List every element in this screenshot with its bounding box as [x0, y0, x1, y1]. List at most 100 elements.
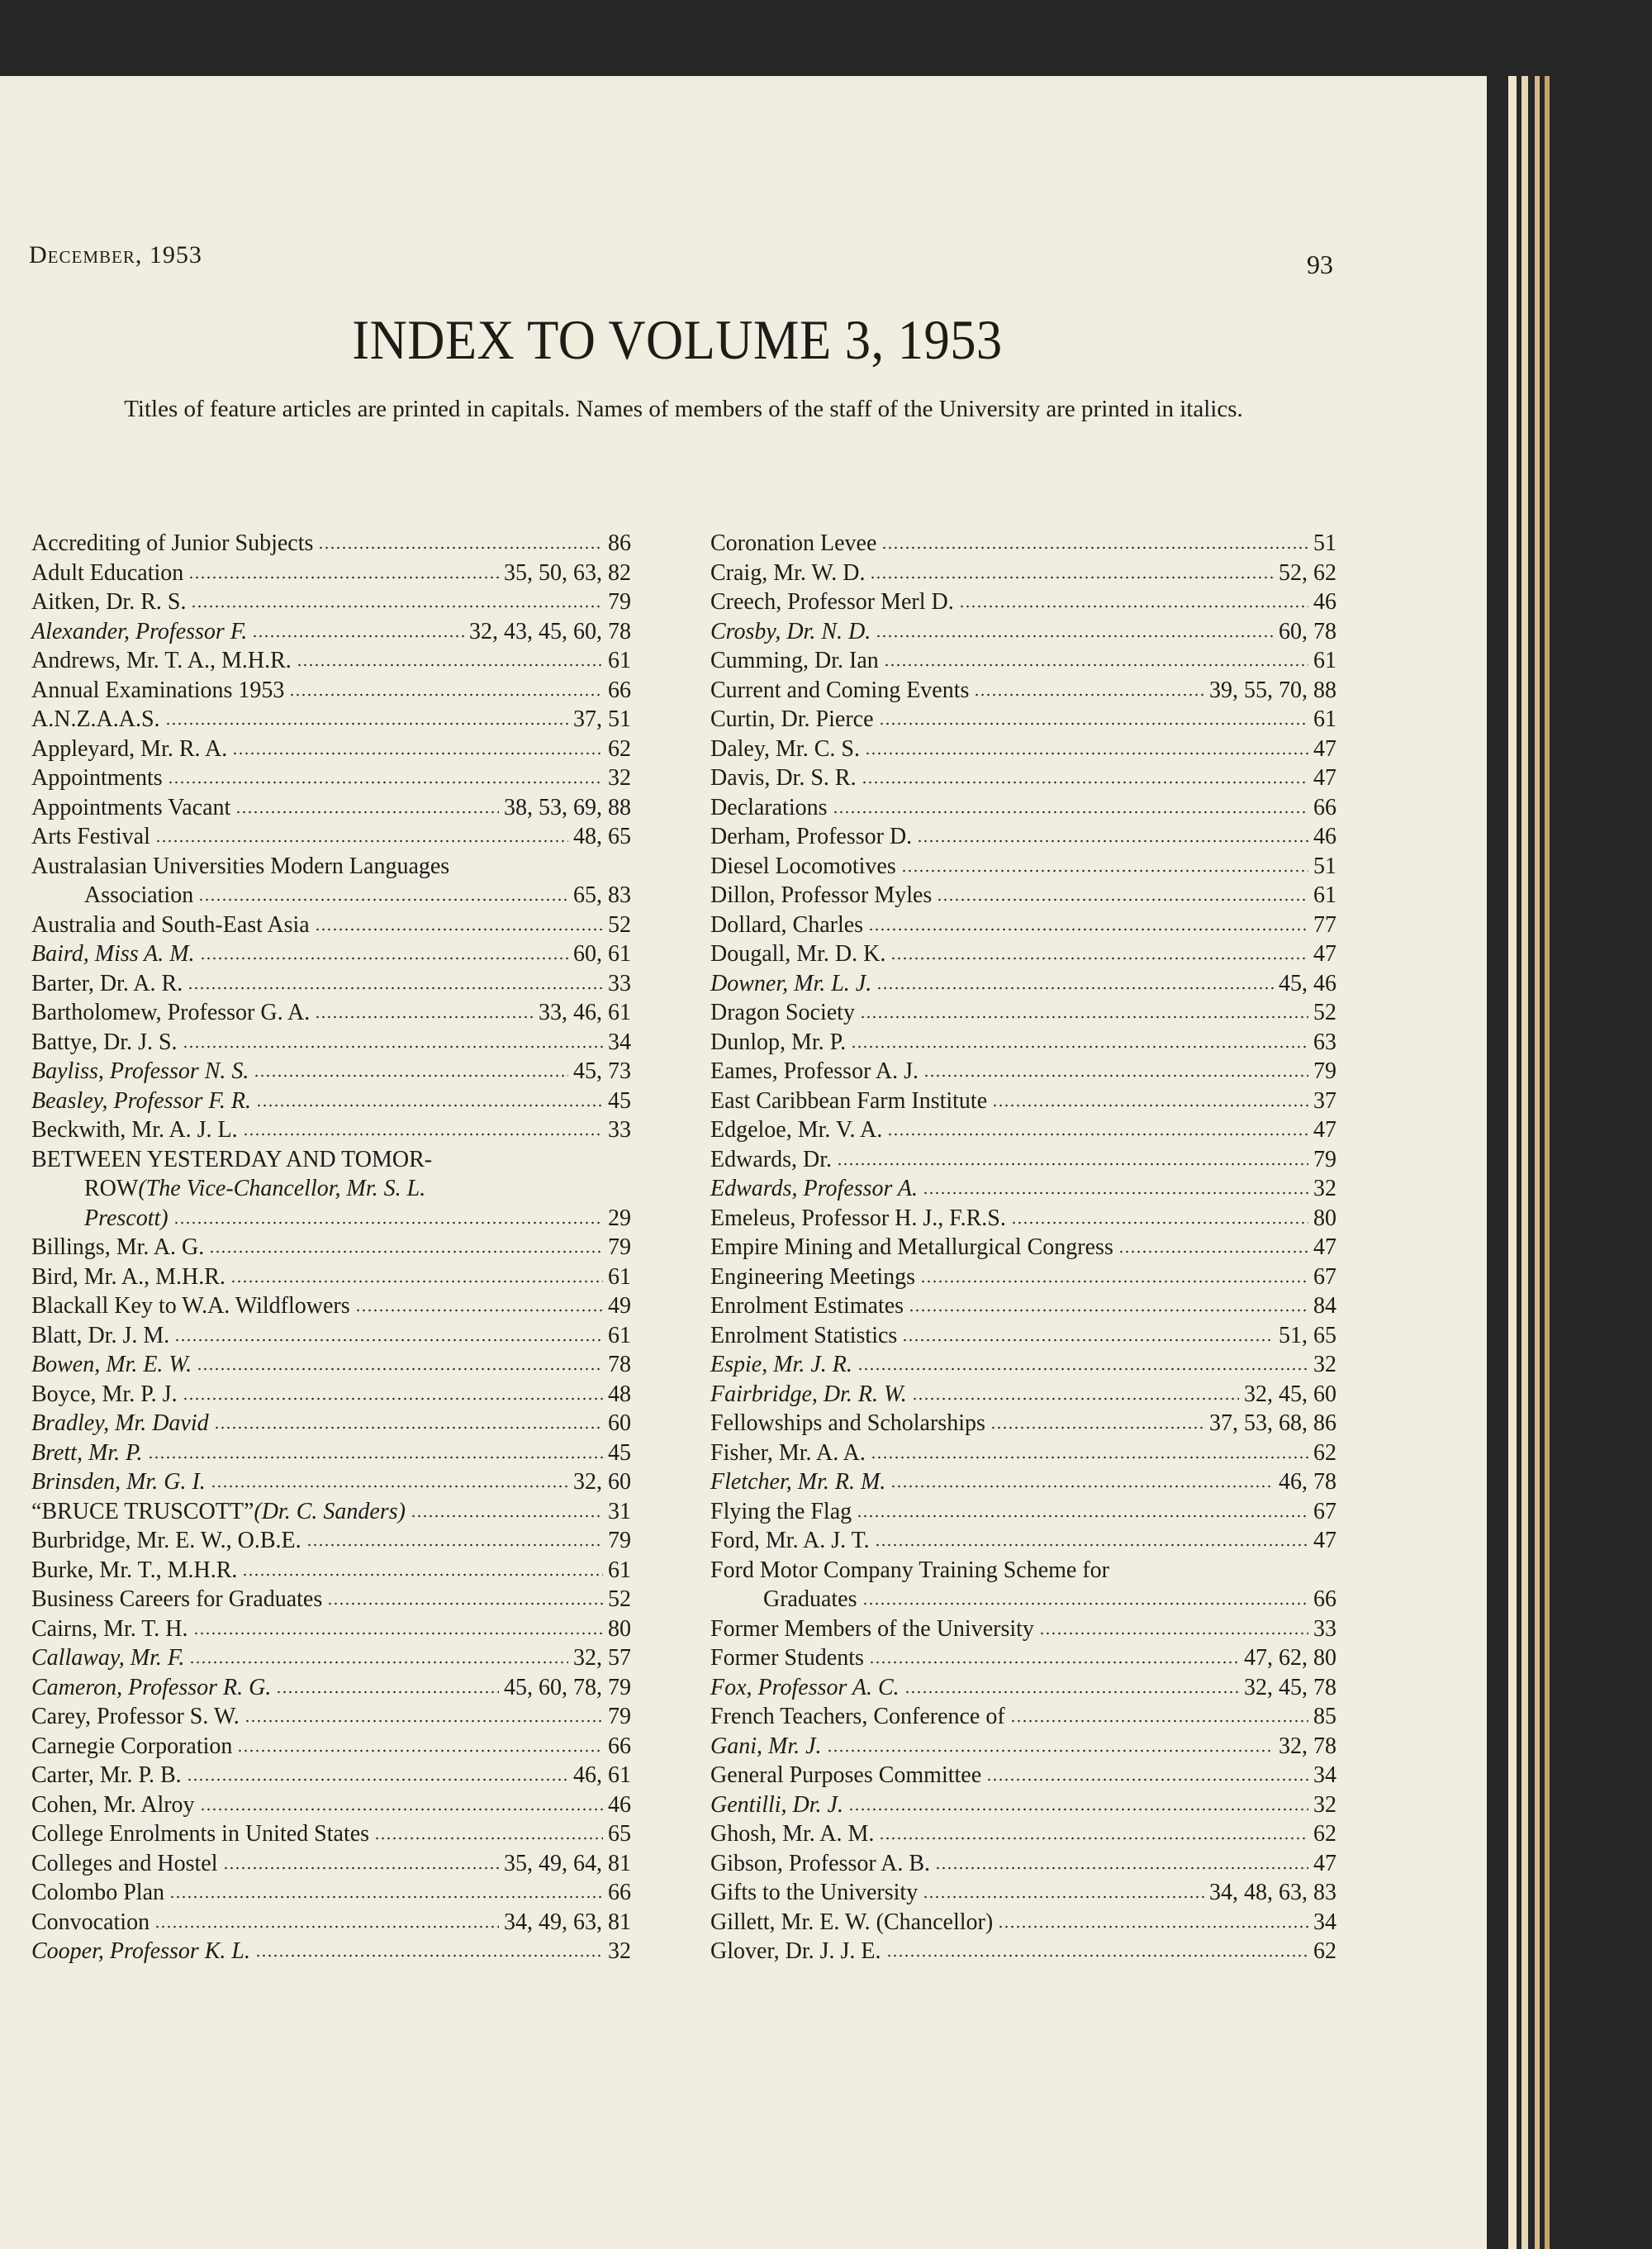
dot-leader [1038, 1627, 1308, 1636]
dot-leader [1009, 1715, 1308, 1724]
entry-text: Ghosh, Mr. A. M. [710, 1821, 875, 1847]
entry-text: Gifts to the University [710, 1880, 919, 1905]
dot-leader [990, 1422, 1204, 1430]
index-entry: Empire Mining and Metallurgical Congress… [710, 1233, 1336, 1262]
index-entry: Beasley, Professor F. R. 45 [31, 1086, 631, 1116]
dot-leader [885, 1950, 1308, 1958]
dot-leader [883, 659, 1308, 668]
index-entry: Derham, Professor D. 46 [710, 822, 1336, 852]
staff-name: Edwards, Professor A. [710, 1176, 918, 1201]
index-entry: Former Students 47, 62, 80 [710, 1643, 1336, 1673]
dot-leader [318, 542, 603, 550]
entry-text: Edgeloe, Mr. V. A. [710, 1117, 883, 1143]
dot-leader [861, 777, 1308, 785]
staff-name: Alexander, Professor F. [31, 618, 248, 644]
index-entry-line: Cumming, Dr. Ian 61 [710, 646, 1336, 676]
index-entry-line: Colombo Plan 66 [31, 1878, 631, 1908]
page-references: 67 [1313, 1263, 1336, 1290]
page-references: 46 [1313, 589, 1336, 615]
index-entry-line: East Caribbean Farm Institute 37 [710, 1086, 1336, 1116]
entry-text: Curtin, Dr. Pierce [710, 706, 874, 732]
entry-text: French Teachers, Conference of [710, 1704, 1005, 1729]
index-entry-line: Brinsden, Mr. G. I. 32, 60 [31, 1467, 631, 1497]
dot-leader [890, 1481, 1274, 1489]
index-entry: Annual Examinations 1953 66 [31, 676, 631, 706]
entry-text: Andrews, Mr. T. A., M.H.R. [31, 648, 292, 673]
page-references: 66 [1313, 794, 1336, 820]
page-references: 32 [1313, 1791, 1336, 1818]
entry-text: Edwards, Dr. [710, 1146, 832, 1172]
dot-leader [935, 1861, 1308, 1871]
page-references: 80 [608, 1615, 631, 1642]
page-references: 47 [1313, 765, 1336, 791]
index-entry: Carter, Mr. P. B. 46, 61 [31, 1761, 631, 1790]
staff-name: Bayliss, Professor N. S. [31, 1058, 249, 1084]
dot-leader [923, 1070, 1308, 1078]
index-entry: Burbridge, Mr. E. W., O.B.E. 79 [31, 1526, 631, 1556]
dot-leader [237, 1744, 603, 1753]
entry-text: Business Careers for Graduates [31, 1586, 323, 1612]
page-references: 60, 61 [573, 941, 631, 967]
index-entry: Blatt, Dr. J. M. 61 [31, 1321, 631, 1351]
entry-text: “BRUCE TRUSCOTT” [31, 1498, 254, 1524]
index-entry: Burke, Mr. T., M.H.R. 61 [31, 1556, 631, 1586]
index-entry-line: Fox, Professor A. C. 32, 45, 78 [710, 1673, 1336, 1703]
entry-text: Appleyard, Mr. R. A. [31, 735, 228, 762]
dot-leader [992, 1099, 1308, 1108]
page-references: 47 [1313, 1850, 1336, 1876]
dot-leader [255, 1950, 603, 1958]
index-entry-line: Appleyard, Mr. R. A. 62 [31, 735, 631, 764]
dot-leader [173, 1216, 603, 1225]
entry-text: Association [84, 882, 194, 908]
dot-leader [870, 1451, 1308, 1460]
dot-leader [182, 1392, 603, 1401]
index-entry: BETWEEN YESTERDAY AND TOMOR- ROW (The Vic… [31, 1145, 631, 1234]
index-entry-line: Derham, Professor D. 46 [710, 822, 1336, 852]
dot-leader [235, 806, 499, 815]
index-entry-line: College Enrolments in United States 65 [31, 1819, 631, 1849]
dot-leader [189, 1657, 568, 1665]
dot-leader [315, 1011, 534, 1020]
index-entry: Bartholomew, Professor G. A. 33, 46, 61 [31, 998, 631, 1028]
index-entry-line: Emeleus, Professor H. J., F.R.S. 80 [710, 1204, 1336, 1234]
page-references: 51 [1313, 530, 1336, 556]
page-references: 34 [1313, 1762, 1336, 1788]
index-entry-line: Appointments Vacant 38, 53, 69, 88 [31, 793, 631, 823]
entry-text: Australia and South-East Asia [31, 911, 310, 938]
entry-text: A.N.Z.A.A.S. [31, 706, 160, 732]
dot-leader [904, 1686, 1239, 1695]
index-entry-line: Ford, Mr. A. J. T. 47 [710, 1526, 1336, 1556]
index-entry-line: Coronation Levee 51 [710, 529, 1336, 559]
dot-leader [874, 1539, 1308, 1548]
dot-leader [210, 1481, 568, 1489]
dot-leader [327, 1598, 603, 1606]
entry-text: Aitken, Dr. R. S. [31, 589, 187, 615]
dot-leader [864, 747, 1308, 756]
index-entry: Edwards, Professor A. 32 [710, 1174, 1336, 1204]
dot-leader [199, 1803, 603, 1812]
page-references: 46, 61 [573, 1762, 631, 1788]
page-edge [1535, 76, 1540, 2249]
dot-leader [890, 953, 1308, 961]
page-references: 32, 43, 45, 60, 78 [469, 618, 631, 644]
dot-leader [868, 923, 1308, 932]
entry-text: Former Members of the University [710, 1615, 1034, 1642]
page-edge [1545, 76, 1550, 2249]
index-entry: Blackall Key to W.A. Wildflowers 49 [31, 1291, 631, 1321]
index-entry-line: Ford Motor Company Training Scheme for [710, 1556, 1336, 1586]
index-entry: Colombo Plan 66 [31, 1878, 631, 1908]
index-entry-line: Fellowships and Scholarships 37, 53, 68, … [710, 1409, 1336, 1438]
page-references: 45 [608, 1439, 631, 1466]
page-references: 61 [1313, 648, 1336, 673]
staff-name: Beasley, Professor F. R. [31, 1087, 251, 1114]
index-entry-line: Adult Education 35, 50, 63, 82 [31, 559, 631, 588]
index-entry: Espie, Mr. J. R. 32 [710, 1350, 1336, 1380]
staff-name: Downer, Mr. L. J. [710, 970, 872, 996]
page-references: 35, 50, 63, 82 [504, 559, 631, 586]
staff-name: Prescott) [84, 1205, 169, 1231]
index-entry: Cairns, Mr. T. H. 80 [31, 1614, 631, 1644]
index-entry: Beckwith, Mr. A. J. L. 33 [31, 1115, 631, 1145]
staff-name: Fairbridge, Dr. R. W. [710, 1381, 907, 1407]
index-entry-line: Carey, Professor S. W. 79 [31, 1702, 631, 1732]
dot-leader [410, 1510, 603, 1519]
